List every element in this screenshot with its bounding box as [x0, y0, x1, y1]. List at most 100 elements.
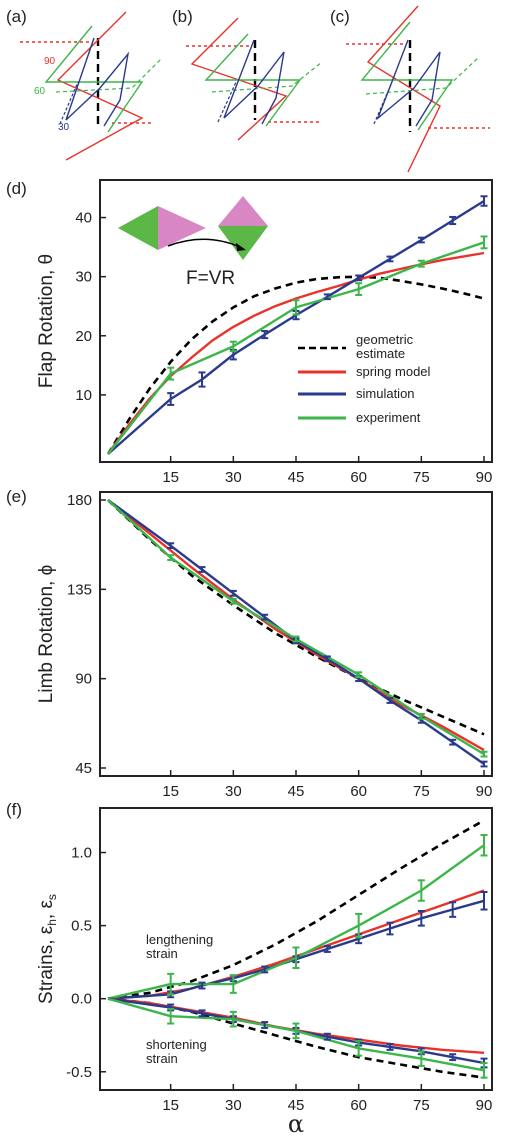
- panel-label-a: (a): [6, 7, 27, 26]
- chart-e-errorbar-simulation: [480, 760, 488, 768]
- chart-e-errorbar-experiment: [292, 635, 300, 643]
- chart-d-errorbar-simulation: [198, 371, 206, 388]
- chart-f-ytick-label: 0.0: [71, 991, 92, 1008]
- legend-label-geometric-1: geometric: [356, 332, 414, 347]
- chart-d-plot: 15 30 45 60 75 90 10 20 30 40: [75, 195, 493, 486]
- annotation-lengthening-1: lengthening: [146, 932, 213, 947]
- chart-e-xtick-label: 30: [225, 783, 242, 800]
- chart-d-errorbar-simulation: [480, 195, 488, 207]
- chart-d-errorbar-experiment: [355, 282, 363, 296]
- chart-d-ytick-label: 40: [75, 210, 92, 227]
- chart-f-xlabel: α: [288, 1110, 304, 1138]
- chart-f-series-simulation-lengthening: [107, 899, 485, 1000]
- chart-d-errorbar-simulation: [386, 255, 394, 263]
- chart-e-ylabel: Limb Rotation, ϕ: [36, 565, 57, 703]
- angle-label-90: 90: [44, 56, 56, 67]
- chart-e-errorbar-experiment: [229, 597, 237, 605]
- chart-f-errorbar-simulation-lengthening: [323, 945, 331, 953]
- panel-label-c: (c): [330, 7, 350, 26]
- chart-d-errorbar-simulation: [417, 236, 425, 244]
- chart-f-ytick-label: 1.0: [71, 845, 92, 862]
- chart-f-errorbar-experiment-shortening: [355, 1040, 363, 1057]
- chart-d-ytick-label: 20: [75, 328, 92, 345]
- chart-f-xtick-label: 60: [350, 1097, 367, 1114]
- chart-e-errorbar-simulation: [449, 738, 457, 746]
- chart-f-errorbar-simulation-lengthening: [198, 981, 206, 990]
- chart-d-xtick-label: 60: [350, 469, 367, 486]
- chart-e-plot: 15 30 45 60 75 90 45 90 135 180: [67, 492, 492, 800]
- chart-d-ytick-label: 30: [75, 269, 92, 286]
- chart-f-xtick-label: 30: [225, 1097, 242, 1114]
- schematic-c: [346, 5, 490, 173]
- chart-f-ytick-label: -0.5: [66, 1064, 92, 1081]
- chart-f-errorbar-simulation-shortening: [386, 1043, 394, 1051]
- legend: geometric estimate spring model simulati…: [298, 332, 431, 425]
- chart-d-errorbar-simulation: [323, 293, 331, 301]
- chart-f-ylabel-main: Strains, ε: [36, 925, 57, 1004]
- chart-d-xtick-label: 30: [225, 469, 242, 486]
- panel-label-e: (e): [6, 487, 27, 506]
- chart-f-errorbar-simulation-lengthening: [480, 891, 488, 911]
- chart-e-errorbar-experiment: [355, 671, 363, 679]
- panel-label-f: (f): [6, 800, 22, 819]
- chart-e-errorbar-experiment: [480, 750, 488, 758]
- inset-pink-left: [158, 206, 206, 250]
- chart-f-errorbar-experiment-lengthening: [292, 946, 300, 969]
- chart-e-xtick-label: 60: [350, 783, 367, 800]
- chart-f-errorbar-experiment-lengthening: [167, 972, 175, 996]
- chart-e-series-spring-model: [107, 499, 485, 752]
- chart-e-errorbar-simulation: [229, 589, 237, 597]
- chart-f-errorbar-simulation-lengthening: [449, 901, 457, 918]
- annotation-shortening-1: shortening: [146, 1037, 207, 1052]
- chart-e-ytick-label: 45: [75, 760, 92, 777]
- chart-f-errorbar-simulation-lengthening: [386, 921, 394, 936]
- chart-d-ylabel: Flap Rotation, θ: [36, 254, 57, 388]
- legend-label-spring: spring model: [356, 364, 431, 379]
- chart-d-xtick-label: 75: [413, 469, 430, 486]
- chart-f-ylabel-sub-h: h: [45, 919, 59, 926]
- chart-f-errorbar-simulation-shortening: [198, 1009, 206, 1018]
- chart-d-xtick-label: 90: [476, 469, 493, 486]
- inset-pink-right: [218, 196, 268, 226]
- chart-f-errorbar-simulation-shortening: [449, 1053, 457, 1062]
- chart-d-ytick-label: 10: [75, 387, 92, 404]
- chart-d-xtick-label: 15: [162, 469, 179, 486]
- chart-e-xtick-label: 15: [162, 783, 179, 800]
- inset-equation: F=VR: [186, 268, 235, 289]
- chart-e-ytick-label: 90: [75, 671, 92, 688]
- chart-f-ylabel-sub-s: s: [45, 894, 59, 900]
- schematic-b: [186, 17, 323, 141]
- chart-d-xtick-label: 45: [288, 469, 305, 486]
- chart-f-xtick-label: 45: [288, 1097, 305, 1114]
- chart-f-errorbar-experiment-lengthening: [417, 879, 425, 902]
- chart-e-series-simulation: [107, 499, 485, 765]
- chart-e-errorbar-simulation: [198, 566, 206, 573]
- chart-d-errorbar-experiment: [292, 299, 300, 316]
- chart-e-errorbar-simulation: [386, 697, 394, 704]
- annotation-shortening-2: strain: [146, 1051, 178, 1066]
- chart-f-errorbar-simulation-shortening: [323, 1032, 331, 1041]
- chart-e-series-geometric-estimate: [107, 499, 485, 736]
- chart-e-errorbar-experiment: [417, 713, 425, 720]
- chart-e-errorbar-simulation: [261, 613, 269, 621]
- inset-arrow: [167, 238, 241, 248]
- chart-f-series-experiment-lengthening: [107, 844, 485, 1000]
- chart-f-xtick-label: 90: [476, 1097, 493, 1114]
- chart-e-errorbar-experiment: [167, 554, 175, 561]
- chart-d-errorbar-experiment: [417, 259, 425, 268]
- chart-f-errorbar-simulation-lengthening: [261, 965, 269, 974]
- chart-e-xtick-label: 90: [476, 783, 493, 800]
- chart-f-series-simulation-shortening: [107, 997, 485, 1065]
- legend-label-experiment: experiment: [356, 410, 421, 425]
- chart-d-errorbar-simulation: [167, 392, 175, 406]
- chart-f-plot: 15 30 45 60 75 90 -0.5 0.0 0.5 1.0: [66, 819, 493, 1114]
- chart-d-errorbar-simulation: [261, 330, 269, 340]
- chart-d-errorbar-experiment: [167, 366, 175, 381]
- chart-f-ylabel: Strains, εh, εs: [36, 894, 59, 1004]
- chart-e-xtick-label: 45: [288, 783, 305, 800]
- angle-label-30: 30: [58, 122, 70, 133]
- legend-label-geometric-2: estimate: [356, 346, 405, 361]
- inset-green-right: [218, 226, 268, 260]
- flap-inset: F=VR: [118, 196, 268, 289]
- chart-d-series-spring-model: [107, 251, 485, 455]
